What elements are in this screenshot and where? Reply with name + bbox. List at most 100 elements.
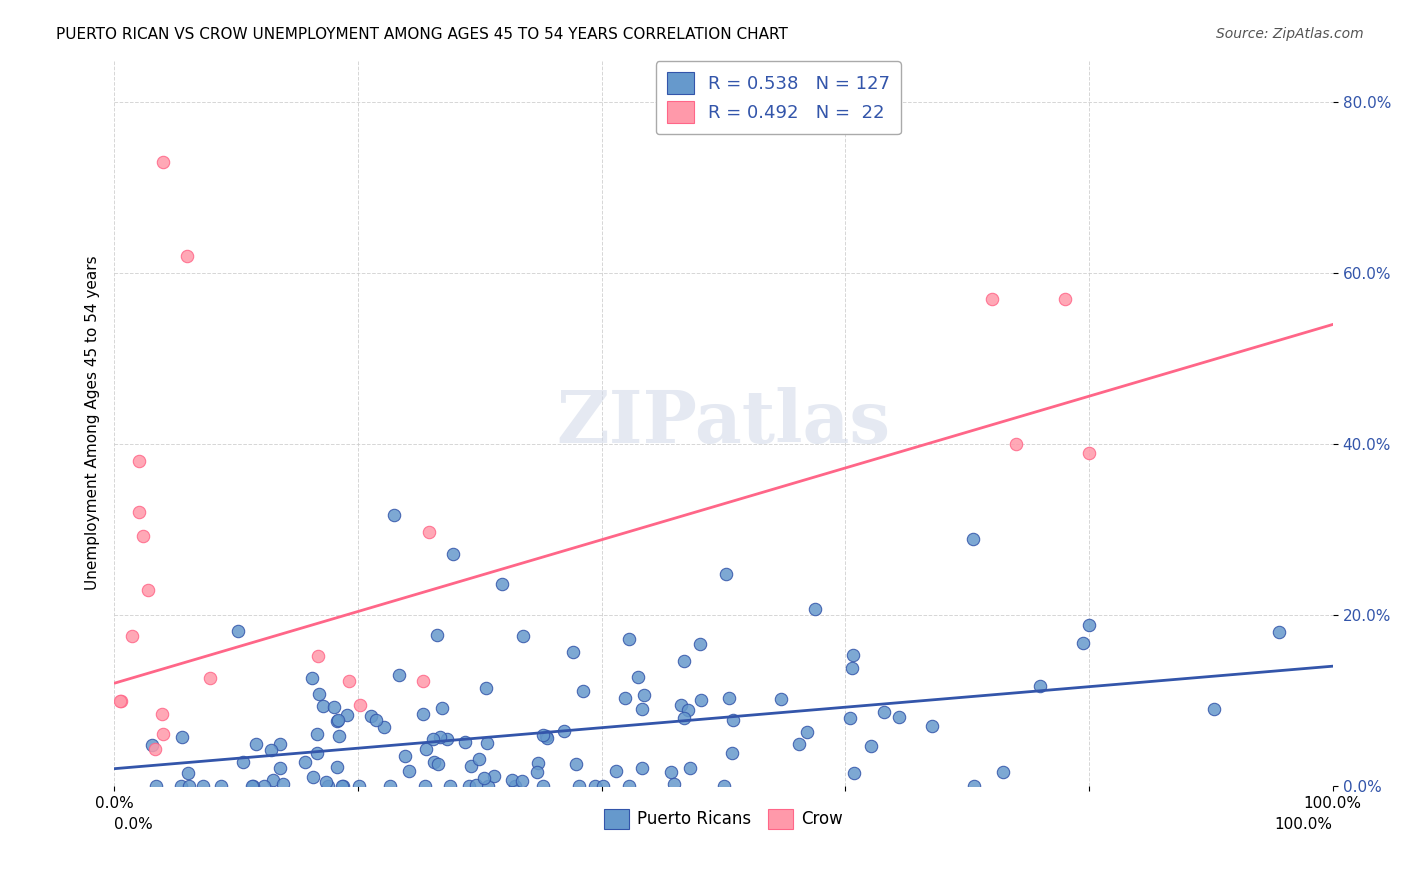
Point xyxy=(475,681,498,696)
Point xyxy=(1078,618,1101,632)
Point xyxy=(245,737,267,751)
Point xyxy=(335,707,357,722)
Point xyxy=(991,764,1014,779)
Point xyxy=(614,691,637,706)
Point xyxy=(426,756,449,771)
Point xyxy=(464,778,486,792)
Point xyxy=(347,779,370,793)
Point xyxy=(475,736,498,750)
Point xyxy=(349,698,371,712)
Point xyxy=(1267,625,1289,640)
Point xyxy=(330,779,353,793)
Point xyxy=(301,671,323,685)
Point xyxy=(963,779,986,793)
Point xyxy=(152,155,174,169)
Point xyxy=(503,779,526,793)
Point xyxy=(176,249,198,263)
Point xyxy=(262,773,284,788)
Point xyxy=(143,741,166,756)
Point xyxy=(631,702,654,716)
Text: ZIPatlas: ZIPatlas xyxy=(557,387,890,458)
Point xyxy=(592,779,614,793)
Point xyxy=(260,743,283,757)
Point xyxy=(568,779,591,793)
Point xyxy=(141,739,163,753)
Point xyxy=(617,632,640,646)
Point xyxy=(527,756,550,770)
Point xyxy=(145,779,167,793)
Point xyxy=(373,720,395,734)
Point xyxy=(378,779,401,793)
Point xyxy=(842,766,865,780)
Point xyxy=(678,703,700,717)
Point xyxy=(842,648,865,662)
Point xyxy=(1005,437,1028,451)
Point xyxy=(460,759,482,773)
Point xyxy=(302,770,325,784)
Point xyxy=(714,567,737,582)
Text: 100.0%: 100.0% xyxy=(1275,817,1333,832)
Point xyxy=(770,691,793,706)
Legend: Puerto Ricans, Crow: Puerto Ricans, Crow xyxy=(598,802,849,836)
Point xyxy=(307,648,329,663)
Point xyxy=(454,735,477,749)
Point xyxy=(253,779,276,793)
Point xyxy=(415,742,437,756)
Point xyxy=(873,705,896,719)
Point xyxy=(176,766,198,780)
Point xyxy=(108,694,131,708)
Point xyxy=(565,756,588,771)
Point xyxy=(1071,635,1094,649)
Point xyxy=(326,759,349,773)
Point xyxy=(429,731,451,745)
Point xyxy=(412,706,434,721)
Point xyxy=(240,779,263,793)
Point xyxy=(669,698,692,712)
Point xyxy=(980,292,1002,306)
Point xyxy=(627,670,650,684)
Point xyxy=(512,630,534,644)
Point xyxy=(633,688,655,702)
Point xyxy=(322,700,344,714)
Point xyxy=(441,547,464,561)
Point xyxy=(328,713,350,727)
Point xyxy=(1078,445,1101,459)
Point xyxy=(426,628,449,642)
Point xyxy=(536,731,558,745)
Point xyxy=(305,747,328,761)
Point xyxy=(128,454,150,468)
Point xyxy=(510,773,533,788)
Point xyxy=(673,711,696,725)
Point xyxy=(430,701,453,715)
Point xyxy=(679,761,702,775)
Point xyxy=(962,532,984,546)
Point xyxy=(787,737,810,751)
Point xyxy=(630,762,652,776)
Point xyxy=(458,779,481,793)
Point xyxy=(839,711,862,725)
Point xyxy=(1053,292,1076,306)
Point xyxy=(228,624,250,639)
Point xyxy=(889,710,911,724)
Point xyxy=(388,667,411,681)
Point xyxy=(531,779,554,793)
Point xyxy=(294,756,316,770)
Point xyxy=(150,707,173,722)
Point xyxy=(472,772,495,786)
Point xyxy=(921,719,943,733)
Point xyxy=(337,673,360,688)
Point xyxy=(198,671,221,685)
Point xyxy=(860,739,883,753)
Point xyxy=(209,779,232,793)
Point xyxy=(804,602,827,616)
Point xyxy=(572,683,595,698)
Point xyxy=(170,779,193,793)
Point xyxy=(131,529,153,543)
Point xyxy=(583,779,606,793)
Point xyxy=(1204,702,1226,716)
Point xyxy=(491,576,513,591)
Point xyxy=(690,692,713,706)
Point xyxy=(128,505,150,519)
Text: Source: ZipAtlas.com: Source: ZipAtlas.com xyxy=(1216,27,1364,41)
Point xyxy=(177,779,200,793)
